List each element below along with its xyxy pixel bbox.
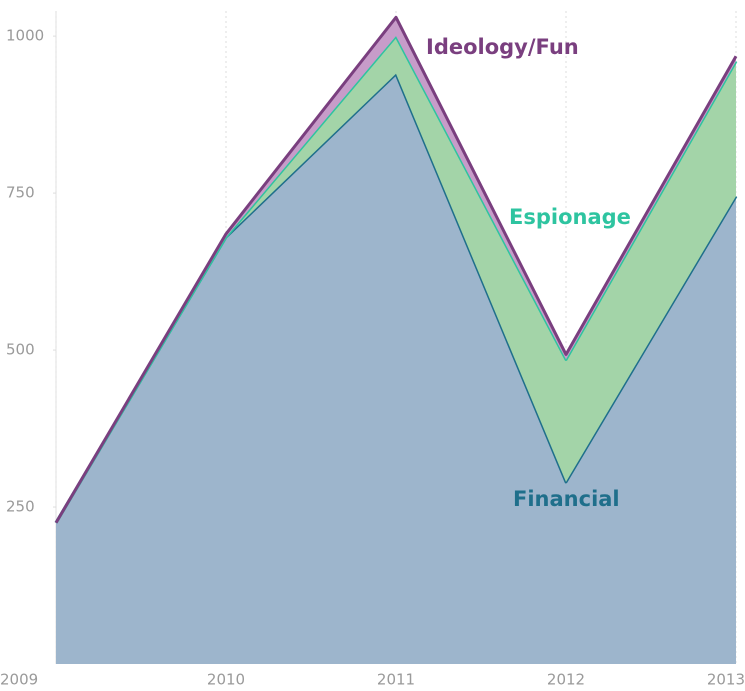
y-tick-label: 750 [6, 184, 35, 202]
area [56, 36, 736, 523]
x-tick-label: 2013 [707, 671, 745, 689]
x-tick-label: 2012 [547, 671, 585, 689]
y-tick-label: 250 [6, 498, 35, 516]
area-line [54, 15, 738, 524]
area [56, 73, 736, 665]
series-label: Espionage [509, 205, 631, 229]
series-label: Financial [513, 487, 620, 511]
x-tick-label: 2009 [0, 671, 38, 689]
y-tick-label: 1000 [6, 27, 44, 45]
y-tick-label: 500 [6, 341, 35, 359]
x-tick-label: 2010 [207, 671, 245, 689]
series-label: Ideology/Fun [426, 35, 579, 59]
x-tick-label: 2011 [377, 671, 415, 689]
